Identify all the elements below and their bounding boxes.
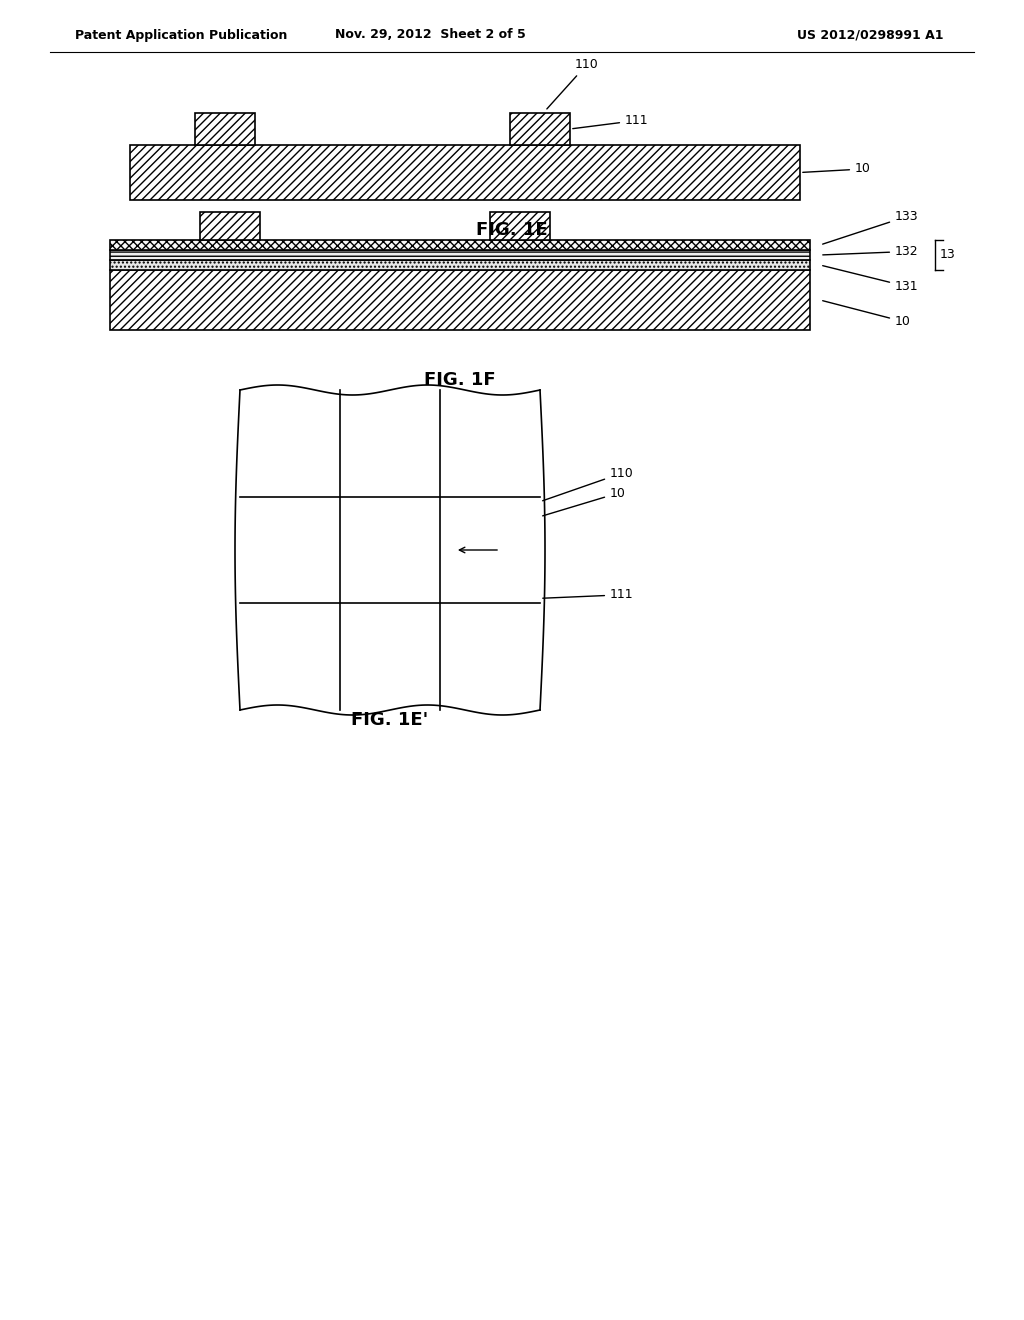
Text: 133: 133 [822,210,919,244]
Text: 110: 110 [547,58,599,110]
Bar [110,240,810,249]
Text: 132: 132 [822,246,919,257]
Bar [110,260,810,271]
Text: 10: 10 [543,487,626,516]
Text: 111: 111 [572,114,648,128]
Text: 111: 111 [543,589,634,602]
Bar [130,145,800,201]
Text: 10: 10 [822,301,911,327]
Bar [195,114,255,145]
Text: 13: 13 [940,248,955,261]
Bar [510,114,570,145]
Text: FIG. 1F: FIG. 1F [424,371,496,389]
Text: Nov. 29, 2012  Sheet 2 of 5: Nov. 29, 2012 Sheet 2 of 5 [335,29,525,41]
Bar [110,271,810,330]
Text: Patent Application Publication: Patent Application Publication [75,29,288,41]
Text: 110: 110 [543,467,634,500]
Bar [490,213,550,240]
Bar [110,249,810,260]
Text: FIG. 1E: FIG. 1E [476,220,548,239]
Text: US 2012/0298991 A1: US 2012/0298991 A1 [797,29,943,41]
Text: 10: 10 [803,162,870,176]
Text: 131: 131 [822,265,919,293]
Bar [200,213,260,240]
Text: FIG. 1E': FIG. 1E' [351,711,429,729]
